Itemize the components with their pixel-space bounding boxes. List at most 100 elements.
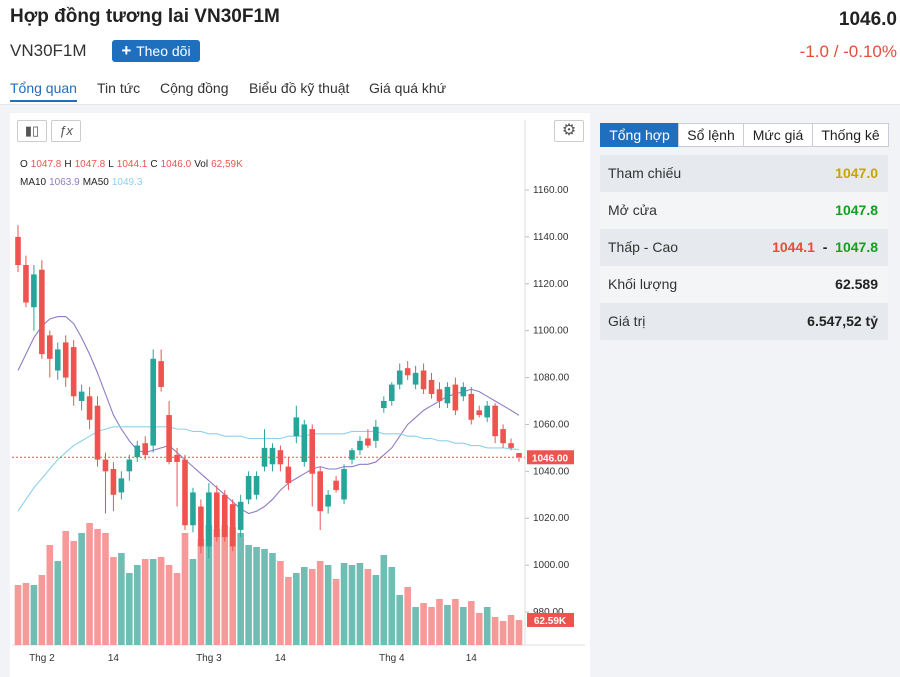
volume-bar — [46, 545, 54, 645]
tab[interactable]: Sổ lệnh — [678, 123, 744, 147]
volume-bar — [404, 587, 411, 645]
volume-tag — [527, 612, 574, 627]
candle-body — [190, 492, 196, 526]
candle-body — [54, 349, 61, 371]
volume-bar — [293, 573, 300, 645]
volume-bar — [213, 529, 221, 645]
volume-bar — [428, 607, 435, 645]
summary-row: Thấp - Cao 1044.1 - 1047.8 — [600, 229, 888, 266]
x-tick-label: Thg 2 — [29, 653, 55, 664]
chart: 980.00 1000.00 1020.00 1040.00 1060.00 1080.0… — [12, 120, 585, 664]
legend-label: L — [108, 159, 114, 170]
candle-body — [23, 265, 29, 303]
tab[interactable]: Tổng quan — [10, 80, 77, 102]
chart-type-button[interactable]: ▮▯ — [17, 120, 47, 142]
tab[interactable]: Mức giá — [743, 123, 813, 147]
volume-bar — [499, 621, 507, 645]
candle-body — [221, 494, 228, 537]
volume-bar — [285, 577, 292, 645]
legend-value: 1047.8 — [74, 159, 106, 170]
candle-body — [174, 454, 180, 462]
candle-body — [444, 386, 451, 404]
price-tag-label: 1046.00 — [532, 453, 569, 464]
volume-bar — [102, 533, 109, 645]
follow-button[interactable]: + Theo dõi — [112, 40, 200, 62]
candle-body — [78, 391, 85, 401]
candle-body — [214, 492, 220, 537]
volume-bar — [364, 569, 372, 645]
y-tick-label: 1080.00 — [533, 373, 570, 384]
volume-bar — [460, 607, 467, 645]
tab[interactable]: Tổng hợp — [600, 123, 679, 147]
settings-button[interactable]: ⚙ — [554, 120, 584, 142]
y-tick-label: 1120.00 — [533, 279, 569, 290]
volume-bar — [348, 565, 356, 645]
volume-bar — [507, 615, 515, 645]
volume-bar — [261, 549, 268, 645]
volume-bar — [300, 567, 308, 645]
candle-body — [166, 415, 172, 462]
candle-body — [70, 347, 77, 397]
volume-bar — [86, 523, 93, 645]
tab[interactable]: Biểu đồ kỹ thuật — [249, 80, 350, 96]
candle-body — [118, 478, 125, 493]
candle-body — [452, 384, 459, 411]
candle-body — [245, 476, 252, 500]
volume-bar — [22, 583, 30, 645]
candle-body — [293, 417, 300, 437]
plus-icon: + — [121, 41, 137, 60]
x-tick-label: 14 — [466, 653, 478, 664]
y-tick-label: 1060.00 — [533, 419, 570, 430]
tab[interactable]: Giá quá khứ — [369, 80, 447, 96]
volume-bar — [181, 533, 189, 645]
price-tag — [527, 450, 574, 465]
ma-line — [17, 316, 520, 515]
volume-bar — [356, 563, 364, 645]
volume-bar — [269, 553, 276, 645]
candle-body — [484, 405, 490, 418]
volume-bar — [316, 561, 324, 645]
candle-body — [198, 506, 204, 547]
legend-label: Vol — [194, 159, 209, 170]
summary-row: Mở cửa 1047.8 — [600, 192, 888, 229]
volume-bar — [332, 579, 340, 645]
row-label: Tham chiếu — [608, 165, 682, 181]
tab[interactable]: Thống kê — [812, 123, 889, 147]
volume-bar — [94, 529, 101, 645]
volume-bar — [475, 613, 483, 645]
y-tick-label: 1100.00 — [533, 326, 569, 337]
volume-bar — [133, 565, 141, 645]
candle-body — [436, 389, 443, 401]
indicator-button[interactable]: ƒx — [51, 120, 81, 142]
chart-legend: O 1047.8 H 1047.8 L 1044.1 C 1046.0 Vol 62,59K MA1… — [20, 156, 246, 192]
candle-body — [333, 480, 339, 491]
row-value: 1047.0 — [835, 165, 878, 181]
volume-bar — [277, 561, 284, 645]
candle-body — [182, 459, 188, 526]
volume-bar — [452, 599, 459, 645]
candle-body — [357, 440, 363, 451]
volume-bar — [229, 527, 237, 645]
legend-row: O 1047.8 H 1047.8 L 1044.1 C 1046.0 Vol 62,59K — [20, 156, 246, 174]
candle-body — [349, 450, 355, 460]
tab[interactable]: Tin tức — [97, 80, 141, 96]
candle-body — [516, 453, 522, 458]
volume-bar — [149, 559, 157, 645]
volume-bar — [388, 567, 396, 645]
tab[interactable]: Cộng đồng — [160, 80, 229, 96]
volume-bar — [340, 563, 348, 645]
tab-bar: Tổng quan Tin tức Cộng đồng Biểu đồ kỹ t… — [0, 78, 900, 105]
legend-label: MA50 — [82, 177, 109, 188]
volume-bar — [324, 565, 332, 645]
volume-bar — [189, 559, 197, 645]
legend-label: C — [150, 159, 158, 170]
candle-body — [142, 443, 149, 455]
x-tick-label: 14 — [108, 653, 120, 664]
candle-body — [150, 358, 156, 446]
volume-bar — [30, 585, 38, 645]
summary-row: Tham chiếu 1047.0 — [600, 155, 888, 192]
candle-body — [237, 501, 244, 530]
volume-bar — [308, 569, 316, 645]
legend-value: 1047.8 — [30, 159, 62, 170]
